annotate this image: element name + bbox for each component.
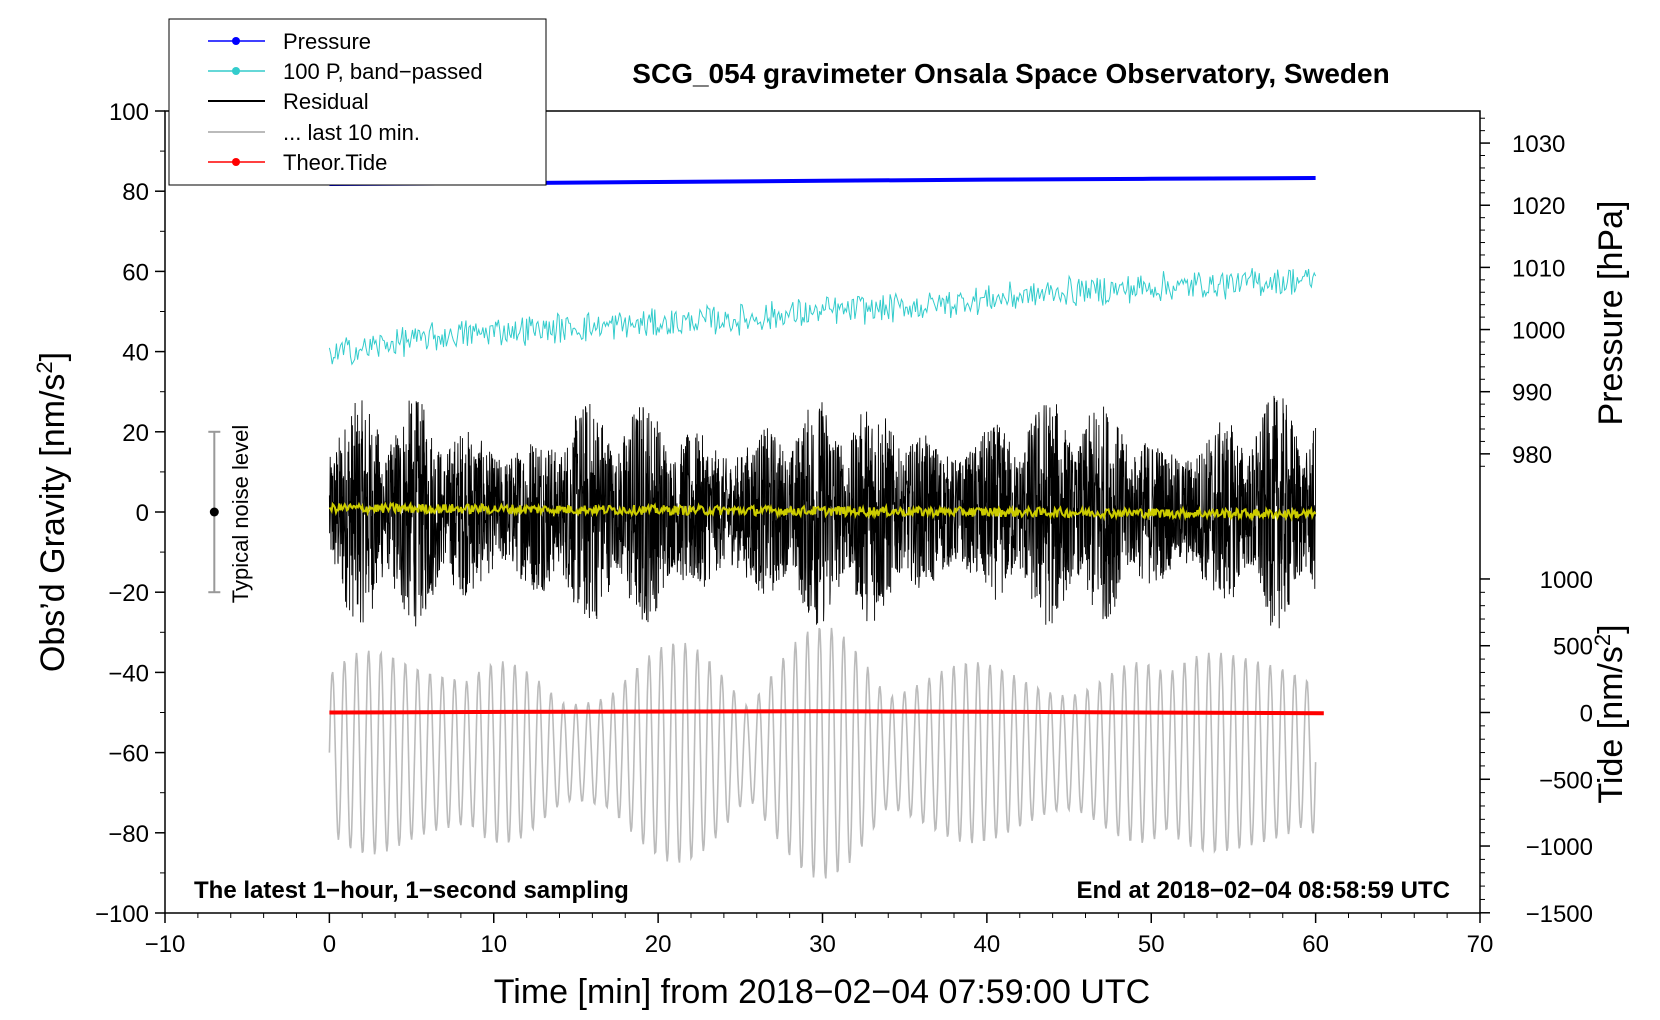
svg-text:Pressure: Pressure — [283, 29, 371, 54]
legend-item-residual: Residual — [208, 89, 369, 114]
pressure-tick-label: 980 — [1512, 442, 1552, 469]
noise-bar — [208, 430, 221, 594]
pressure-tick-label: 1010 — [1512, 255, 1565, 282]
series-last-10-min — [328, 627, 1317, 879]
tide-axis-title: Tide [nm/s2] — [1590, 624, 1630, 803]
pressure-axis-title: Pressure [hPa] — [1592, 201, 1630, 426]
y-tick-label: −40 — [108, 660, 149, 687]
y-tick-label: −100 — [95, 901, 149, 928]
legend-item-band-passed: 100 P, band−passed — [208, 59, 483, 84]
x-tick-label: 20 — [645, 931, 672, 958]
x-tick-label: −10 — [145, 931, 186, 958]
noise-bar-point — [209, 507, 219, 517]
x-tick-label: 60 — [1302, 931, 1329, 958]
y-tick-label: −60 — [108, 741, 149, 768]
noise-bar-label: Typical noise level — [228, 425, 253, 604]
chart-title: SCG_054 gravimeter Onsala Space Observat… — [632, 58, 1389, 89]
axes-layer: −10 0 10 20 30 40 50 60 70100806040200−20−40−60−… — [95, 99, 1593, 958]
series-band-passed — [328, 268, 1317, 366]
y-tick-label: 0 — [136, 500, 149, 527]
x-tick-label: 50 — [1138, 931, 1165, 958]
pressure-tick-label: 1020 — [1512, 193, 1565, 220]
svg-text:Residual: Residual — [283, 89, 369, 114]
series-theor-tide — [329, 709, 1324, 716]
y-tick-label: 60 — [122, 259, 149, 286]
legend-item-theor-tide: Theor.Tide — [208, 150, 387, 175]
series-residual — [328, 395, 1317, 629]
y-tick-label: 40 — [122, 340, 149, 367]
pressure-tick-label: 1000 — [1512, 318, 1565, 345]
pressure-tick-label: 1030 — [1512, 131, 1565, 158]
tide-tick-label: −500 — [1539, 767, 1593, 794]
svg-text:... last 10 min.: ... last 10 min. — [283, 120, 420, 145]
y-tick-label: −20 — [108, 580, 149, 607]
x-tick-label: 10 — [480, 931, 507, 958]
legend-item-pressure: Pressure — [208, 29, 371, 54]
tide-tick-label: −1000 — [1526, 834, 1593, 861]
svg-text:100 P, band−passed: 100 P, band−passed — [283, 59, 483, 84]
tide-tick-label: 500 — [1553, 634, 1593, 661]
y-axis-title: Obs’d Gravity [nm/s2] — [32, 352, 72, 672]
x-axis-title: Time [min] from 2018−02−04 07:59:00 UTC — [494, 973, 1150, 1011]
x-tick-label: 0 — [323, 931, 336, 958]
tide-tick-label: 0 — [1580, 701, 1593, 728]
y-tick-label: 100 — [109, 99, 149, 126]
x-tick-label: 40 — [974, 931, 1001, 958]
pressure-tick-label: 990 — [1512, 380, 1552, 407]
note-right: End at 2018−02−04 08:58:59 UTC — [1076, 877, 1450, 904]
note-left: The latest 1−hour, 1−second sampling — [194, 877, 629, 904]
legend: Pressure 100 P, band−passed Residual ...… — [168, 18, 547, 186]
tide-tick-label: 1000 — [1540, 567, 1593, 594]
series-residual-smoothed — [328, 501, 1317, 522]
legend-item-last-10-min: ... last 10 min. — [208, 120, 420, 145]
y-tick-label: 20 — [122, 420, 149, 447]
tide-tick-label: −1500 — [1526, 901, 1593, 928]
y-tick-label: 80 — [122, 179, 149, 206]
svg-text:Theor.Tide: Theor.Tide — [283, 150, 387, 175]
y-tick-label: −80 — [108, 821, 149, 848]
x-tick-label: 70 — [1467, 931, 1494, 958]
x-tick-label: 30 — [809, 931, 836, 958]
